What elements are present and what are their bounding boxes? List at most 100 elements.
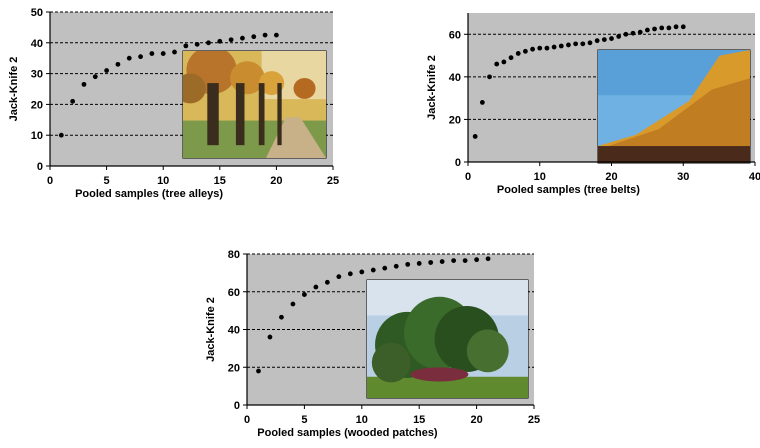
- belts-x-tick-label: 10: [534, 171, 546, 183]
- patches-data-point: [462, 258, 468, 264]
- alleys-data-point: [160, 51, 166, 56]
- patches-inset-photo: [366, 279, 529, 399]
- belts-data-point: [601, 37, 607, 43]
- alleys-data-point: [126, 55, 132, 61]
- belts-data-point: [594, 38, 600, 44]
- belts-x-axis-label: Pooled samples (tree belts): [497, 184, 640, 196]
- belts-data-point: [566, 42, 571, 48]
- belts-data-point: [616, 34, 622, 39]
- alleys-x-tick-label: 15: [214, 175, 226, 187]
- patches-data-point: [382, 265, 388, 271]
- belts-data-point: [530, 46, 535, 52]
- belts-data-point: [537, 45, 543, 51]
- belts-data-point: [544, 45, 550, 51]
- belts-data-point: [630, 30, 636, 36]
- patches-data-point: [313, 284, 319, 290]
- patches-data-point: [279, 314, 284, 320]
- patches-y-tick-label: 20: [228, 362, 240, 374]
- belts-data-point: [487, 74, 492, 80]
- patches-x-tick-label: 10: [356, 414, 368, 426]
- belts-data-point: [479, 100, 485, 105]
- patches-data-point: [302, 292, 307, 297]
- alleys-x-tick-label: 0: [47, 175, 53, 187]
- belts-data-point: [573, 41, 579, 47]
- belts-x-tick-label: 40: [749, 171, 760, 183]
- belts-y-tick-label: 0: [455, 157, 461, 169]
- chart-tree-belts: 0 20 40 60 0 10 20 30 40 Pooled samples (tree bel…: [426, 13, 760, 196]
- chart-tree-alleys: 0 10 20 30 40 50 0 5 10 15 20 25 Pooled samples (tre…: [8, 7, 339, 200]
- belts-y-tick-label: 60: [449, 29, 461, 41]
- belts-x-tick-label: 0: [465, 171, 471, 183]
- patches-x-tick-label: 20: [470, 414, 482, 426]
- alleys-data-point: [228, 37, 234, 43]
- alleys-y-axis-label: Jack-Knife 2: [8, 57, 20, 122]
- patches-data-point: [485, 256, 491, 262]
- alleys-data-point: [217, 38, 223, 44]
- belts-data-point: [609, 36, 614, 41]
- patches-data-point: [359, 269, 365, 275]
- patches-data-point: [336, 274, 342, 280]
- patches-data-point: [474, 257, 479, 263]
- alleys-data-point: [206, 40, 211, 46]
- alleys-y-tick-label: 10: [31, 130, 43, 142]
- alleys-data-point: [115, 61, 121, 67]
- alleys-inset-photo: [182, 50, 327, 159]
- belts-data-point: [472, 134, 478, 139]
- alleys-data-point: [194, 41, 200, 47]
- belts-data-point: [523, 48, 528, 54]
- belts-data-point: [623, 31, 629, 37]
- alleys-y-tick-label: 40: [31, 38, 43, 50]
- belts-data-point: [551, 44, 557, 50]
- patches-data-point: [290, 301, 296, 307]
- belts-data-point: [680, 24, 686, 30]
- patches-x-tick-label: 5: [301, 414, 307, 426]
- belts-y-tick-label: 40: [449, 72, 461, 84]
- alleys-x-tick-label: 20: [270, 175, 282, 187]
- alleys-data-point: [81, 81, 87, 87]
- patches-data-point: [393, 263, 399, 269]
- patches-data-point: [370, 267, 376, 273]
- alleys-data-point: [70, 98, 76, 104]
- alleys-y-tick-label: 0: [37, 161, 43, 173]
- alleys-data-point: [172, 49, 177, 55]
- patches-y-tick-label: 0: [234, 400, 240, 412]
- patches-data-point: [439, 259, 445, 264]
- belts-y-tick-label: 20: [449, 114, 461, 126]
- patches-x-tick-label: 0: [244, 414, 250, 426]
- alleys-y-tick-label: 30: [31, 69, 43, 81]
- patches-x-tick-label: 15: [413, 414, 425, 426]
- belts-data-point: [580, 41, 586, 47]
- alleys-data-point: [138, 54, 143, 60]
- belts-y-axis-label: Jack-Knife 2: [426, 55, 438, 120]
- belts-data-point: [558, 43, 564, 49]
- belts-data-point: [637, 29, 643, 35]
- alleys-x-tick-label: 5: [104, 175, 110, 187]
- patches-data-point: [324, 279, 330, 285]
- belts-data-point: [501, 59, 507, 65]
- patches-x-tick-label: 25: [528, 414, 540, 426]
- alleys-data-point: [149, 51, 155, 56]
- belts-data-point: [644, 27, 650, 33]
- alleys-data-point: [251, 34, 257, 40]
- patches-data-point: [451, 258, 457, 264]
- alleys-data-point: [92, 74, 98, 80]
- belts-data-point: [659, 25, 665, 31]
- patches-y-tick-label: 80: [228, 249, 240, 261]
- patches-y-tick-label: 60: [228, 287, 240, 299]
- belts-data-point: [652, 26, 657, 32]
- patches-data-point: [347, 271, 353, 277]
- belts-data-point: [515, 51, 521, 56]
- alleys-data-point: [240, 35, 245, 41]
- alleys-data-point: [183, 43, 189, 49]
- alleys-data-point: [104, 68, 109, 73]
- patches-data-point: [256, 368, 261, 374]
- belts-inset-photo: [597, 49, 751, 164]
- patches-data-point: [428, 260, 434, 265]
- patches-data-point: [267, 334, 273, 340]
- alleys-x-tick-label: 25: [327, 175, 339, 187]
- belts-x-tick-label: 30: [677, 171, 689, 183]
- belts-data-point: [673, 24, 679, 30]
- patches-data-point: [416, 261, 422, 266]
- alleys-y-tick-label: 20: [31, 99, 43, 111]
